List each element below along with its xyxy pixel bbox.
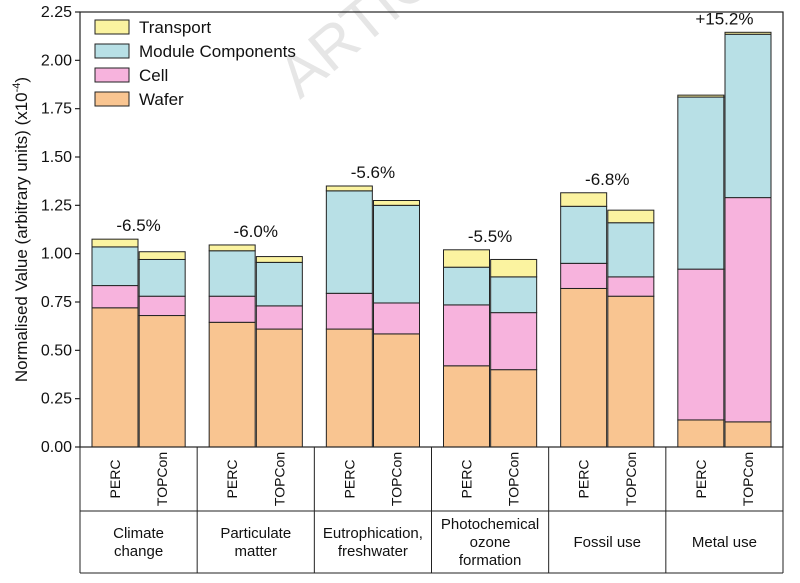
bar-segment	[325, 190, 373, 294]
bar-label: TOPCon	[623, 452, 639, 506]
bar-segment	[91, 285, 139, 309]
bar-segment	[724, 421, 772, 448]
bar-segment	[677, 268, 725, 421]
bar-segment	[560, 262, 608, 289]
legend-swatch	[94, 67, 130, 83]
bar-label: TOPCon	[154, 452, 170, 506]
group-label: Particulate	[220, 525, 291, 542]
change-annotation: -5.5%	[468, 227, 512, 246]
bar-segment	[490, 369, 538, 448]
bar-segment	[138, 258, 186, 297]
change-annotation: -6.5%	[116, 216, 160, 235]
bar-segment	[91, 307, 139, 448]
bar-segment	[677, 96, 725, 270]
change-annotation: -6.0%	[234, 222, 278, 241]
group-label: change	[114, 543, 163, 560]
bar-segment	[607, 209, 655, 224]
bar-segment	[325, 292, 373, 330]
bar-segment	[91, 238, 139, 248]
y-tick-label: 1.50	[41, 149, 72, 166]
bar-label: PERC	[459, 460, 475, 499]
bar-segment	[91, 246, 139, 287]
bar-segment	[138, 295, 186, 317]
change-annotation: -5.6%	[351, 163, 395, 182]
bar-segment	[443, 249, 490, 268]
bar-segment	[677, 419, 725, 448]
bar-segment	[443, 266, 490, 306]
group-label: formation	[459, 552, 522, 569]
bar-label: PERC	[107, 460, 123, 499]
bar-segment	[208, 244, 256, 252]
bar-segment	[560, 205, 608, 264]
legend-swatch	[94, 19, 130, 35]
bar-label: PERC	[576, 460, 592, 499]
bar-label: TOPCon	[740, 452, 756, 506]
bar-segment	[607, 222, 655, 278]
group-label: Eutrophication,	[323, 525, 423, 542]
y-tick-label: 0.75	[41, 294, 72, 311]
bar-label: PERC	[224, 460, 240, 499]
bar-label: TOPCon	[389, 452, 405, 506]
bar-segment	[724, 31, 772, 35]
y-tick-label: 1.75	[41, 101, 72, 118]
legend-swatch	[94, 91, 130, 107]
group-label: matter	[234, 543, 277, 560]
bar-segment	[607, 276, 655, 297]
bar-segment	[325, 185, 373, 192]
bar-segment	[373, 333, 420, 448]
bar-label: PERC	[341, 460, 357, 499]
legend-label: Wafer	[139, 90, 184, 109]
bar-segment	[325, 328, 373, 448]
bar-segment	[490, 258, 538, 278]
y-tick-label: 1.00	[41, 246, 72, 263]
bar-segment	[208, 295, 256, 323]
group-label: Fossil use	[573, 534, 641, 551]
y-tick-label: 1.25	[41, 197, 72, 214]
group-label: Photochemical	[441, 516, 539, 533]
bar-segment	[255, 261, 303, 307]
y-tick-label: 0.50	[41, 342, 72, 359]
bar-segment	[255, 305, 303, 330]
bar-segment	[373, 204, 420, 304]
legend-label: Module Components	[139, 42, 296, 61]
bar-segment	[373, 200, 420, 206]
bar-label: TOPCon	[506, 452, 522, 506]
legend-label: Cell	[139, 66, 168, 85]
bar-segment	[560, 192, 608, 207]
bar-segment	[443, 304, 490, 367]
y-tick-label: 0.00	[41, 439, 72, 456]
bar-segment	[138, 315, 186, 448]
y-axis-label: Normalised Value (arbitrary units) (x10-…	[11, 77, 31, 382]
group-label: ozone	[470, 534, 511, 551]
bar-segment	[724, 33, 772, 199]
bar-label: PERC	[693, 460, 709, 499]
legend-label: Transport	[139, 18, 211, 37]
bar-label: TOPCon	[271, 452, 287, 506]
change-annotation: +15.2%	[695, 9, 753, 28]
bar-segment	[607, 295, 655, 448]
bar-segment	[208, 250, 256, 297]
bar-segment	[255, 328, 303, 448]
bar-segment	[208, 321, 256, 448]
change-annotation: -6.8%	[585, 170, 629, 189]
bar-segment	[255, 256, 303, 263]
bar-segment	[138, 251, 186, 260]
y-tick-label: 2.25	[41, 4, 72, 21]
y-tick-label: 0.25	[41, 391, 72, 408]
group-label: freshwater	[338, 543, 408, 560]
bar-segment	[490, 276, 538, 314]
bar-segment	[677, 94, 725, 98]
y-tick-label: 2.00	[41, 52, 72, 69]
bar-segment	[560, 287, 608, 448]
bar-segment	[373, 302, 420, 335]
legend-swatch	[94, 43, 130, 59]
bar-segment	[443, 365, 490, 448]
bar-segment	[724, 197, 772, 423]
group-label: Climate	[113, 525, 164, 542]
group-label: Metal use	[692, 534, 757, 551]
bar-segment	[490, 312, 538, 371]
